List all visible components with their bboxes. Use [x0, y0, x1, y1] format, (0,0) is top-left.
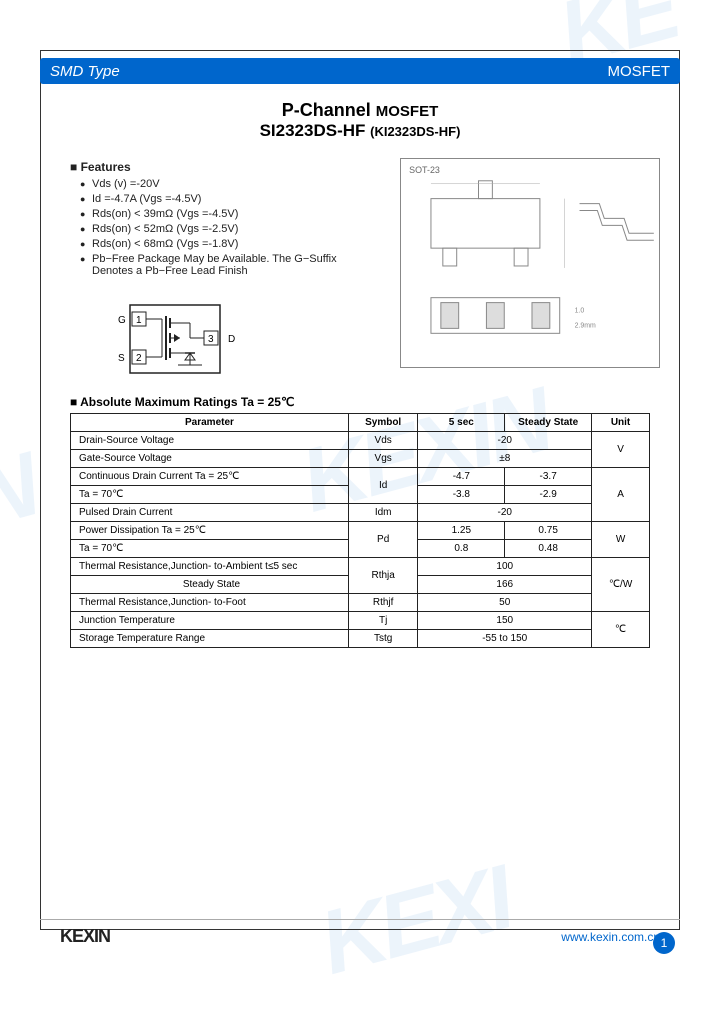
package-diagram: SOT-23 1.0 2.9mm [400, 158, 660, 368]
ratings-block: Absolute Maximum Ratings Ta = 25℃ Parame… [70, 395, 650, 648]
feature-item: Vds (v) =-20V [80, 178, 360, 190]
svg-text:G: G [118, 315, 126, 326]
table-row: Pulsed Drain CurrentIdm-20 [71, 504, 650, 522]
col-5sec: 5 sec [418, 414, 505, 432]
table-row: Thermal Resistance,Junction- to-FootRthj… [71, 594, 650, 612]
page-number: 1 [653, 932, 675, 954]
svg-text:1.0: 1.0 [575, 308, 585, 315]
table-row: Continuous Drain Current Ta = 25℃Id-4.7-… [71, 468, 650, 486]
svg-text:S: S [118, 353, 125, 364]
table-row: Drain-Source VoltageVds-20V [71, 432, 650, 450]
col-unit: Unit [592, 414, 650, 432]
header-right: MOSFET [608, 63, 671, 80]
feature-item: Rds(on) < 52mΩ (Vgs =-2.5V) [80, 223, 360, 235]
svg-text:2: 2 [136, 353, 142, 364]
feature-item: Id =-4.7A (Vgs =-4.5V) [80, 193, 360, 205]
ratings-table: Parameter Symbol 5 sec Steady State Unit… [70, 413, 650, 648]
col-parameter: Parameter [71, 414, 349, 432]
col-steady: Steady State [505, 414, 592, 432]
table-row: Thermal Resistance,Junction- to-Ambient … [71, 558, 650, 576]
features-heading: Features [70, 160, 360, 174]
ratings-heading: Absolute Maximum Ratings Ta = 25℃ [70, 395, 650, 409]
pin-diagram: 1 G 2 S 3 D [100, 300, 260, 380]
svg-text:1: 1 [136, 315, 142, 326]
title-line1a: P-Channel [282, 100, 376, 120]
title-block: P-Channel MOSFET SI2323DS-HF (KI2323DS-H… [0, 100, 720, 141]
table-row: Gate-Source VoltageVgs±8 [71, 450, 650, 468]
features-block: Features Vds (v) =-20V Id =-4.7A (Vgs =-… [70, 160, 360, 280]
footer-logo: KEXIN [60, 926, 110, 947]
title-line2a: SI2323DS-HF [260, 121, 371, 140]
feature-item: Rds(on) < 39mΩ (Vgs =-4.5V) [80, 208, 360, 220]
svg-text:D: D [228, 334, 235, 345]
table-row: Power Dissipation Ta = 25℃Pd1.250.75W [71, 522, 650, 540]
footer: KEXIN www.kexin.com.cn [40, 919, 680, 947]
title-line1b: MOSFET [376, 103, 439, 120]
header-bar: SMD Type MOSFET [40, 58, 680, 84]
feature-item: Pb−Free Package May be Available. The G−… [80, 253, 360, 277]
col-symbol: Symbol [348, 414, 417, 432]
table-row: Junction TemperatureTj150℃ [71, 612, 650, 630]
svg-text:3: 3 [208, 334, 214, 345]
header-left: SMD Type [50, 63, 120, 80]
table-row: Storage Temperature RangeTstg-55 to 150 [71, 630, 650, 648]
table-header-row: Parameter Symbol 5 sec Steady State Unit [71, 414, 650, 432]
svg-text:2.9mm: 2.9mm [575, 322, 596, 329]
feature-item: Rds(on) < 68mΩ (Vgs =-1.8V) [80, 238, 360, 250]
title-line2b: (KI2323DS-HF) [370, 124, 460, 139]
footer-url[interactable]: www.kexin.com.cn [561, 930, 660, 944]
svg-text:SOT-23: SOT-23 [409, 165, 440, 175]
